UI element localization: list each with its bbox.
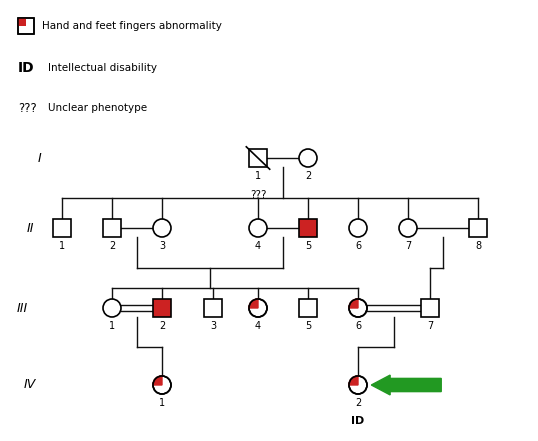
Text: 2: 2: [109, 241, 115, 251]
Text: 5: 5: [305, 241, 311, 251]
Text: 1: 1: [159, 398, 165, 408]
Text: 3: 3: [159, 241, 165, 251]
Bar: [469, 219, 487, 237]
Ellipse shape: [399, 219, 417, 237]
Text: 7: 7: [405, 241, 411, 251]
Text: ???: ???: [250, 190, 266, 200]
Text: 1: 1: [59, 241, 65, 251]
Ellipse shape: [349, 376, 367, 394]
Polygon shape: [349, 376, 358, 385]
Text: 6: 6: [355, 321, 361, 331]
Text: IV: IV: [24, 378, 36, 392]
Text: I: I: [38, 152, 42, 164]
Bar: [299, 299, 317, 317]
Polygon shape: [249, 299, 258, 308]
Ellipse shape: [299, 149, 317, 167]
Text: 4: 4: [255, 241, 261, 251]
Text: ID: ID: [18, 61, 34, 75]
Text: 2: 2: [305, 172, 311, 181]
Ellipse shape: [249, 219, 267, 237]
Bar: [249, 149, 267, 167]
Text: 1: 1: [109, 321, 115, 331]
Text: Hand and feet fingers abnormality: Hand and feet fingers abnormality: [42, 21, 222, 31]
Bar: [18, 18, 26, 26]
Ellipse shape: [249, 299, 267, 317]
Text: 8: 8: [475, 241, 481, 251]
FancyArrow shape: [371, 375, 441, 395]
Bar: [18, 18, 34, 34]
Bar: [421, 299, 439, 317]
Text: III: III: [16, 302, 27, 314]
Ellipse shape: [349, 219, 367, 237]
Bar: [299, 219, 317, 237]
Text: 7: 7: [427, 321, 433, 331]
Ellipse shape: [103, 299, 121, 317]
Bar: [153, 299, 171, 317]
Text: 6: 6: [355, 241, 361, 251]
Text: ???: ???: [18, 101, 37, 115]
Text: 2: 2: [159, 321, 165, 331]
Text: ID: ID: [351, 416, 365, 426]
Text: 2: 2: [355, 398, 361, 408]
Text: 1: 1: [255, 172, 261, 181]
Text: 3: 3: [210, 321, 216, 331]
Bar: [204, 299, 222, 317]
Polygon shape: [153, 376, 162, 385]
Text: 5: 5: [305, 321, 311, 331]
Text: Intellectual disability: Intellectual disability: [47, 63, 157, 73]
Text: II: II: [26, 221, 34, 235]
Text: Unclear phenotype: Unclear phenotype: [47, 103, 147, 113]
Ellipse shape: [349, 299, 367, 317]
Bar: [53, 219, 71, 237]
Bar: [103, 219, 121, 237]
Bar: [18, 18, 34, 34]
Text: 4: 4: [255, 321, 261, 331]
Ellipse shape: [153, 219, 171, 237]
Ellipse shape: [153, 376, 171, 394]
Polygon shape: [349, 299, 358, 308]
